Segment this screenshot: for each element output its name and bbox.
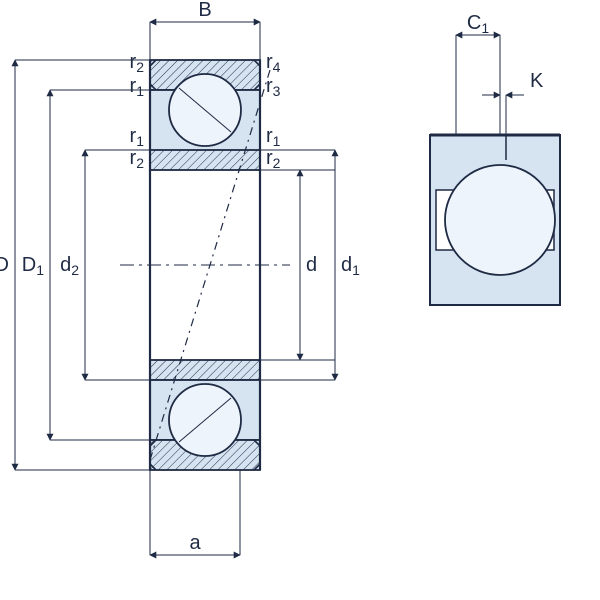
inner-ring-bot — [150, 360, 260, 380]
bearing-schematic: r2r1r4r3r1r2r1r2DD1d2dd1BaC1K — [0, 0, 600, 600]
dim-K-label: K — [530, 70, 544, 92]
dim-a-label: a — [189, 532, 201, 554]
dim-B-label: B — [198, 0, 211, 21]
dim-D-label: D — [0, 254, 9, 276]
dim-d-label: d — [306, 254, 317, 276]
inner-ring-top — [150, 150, 260, 170]
detail-ball — [445, 165, 555, 275]
